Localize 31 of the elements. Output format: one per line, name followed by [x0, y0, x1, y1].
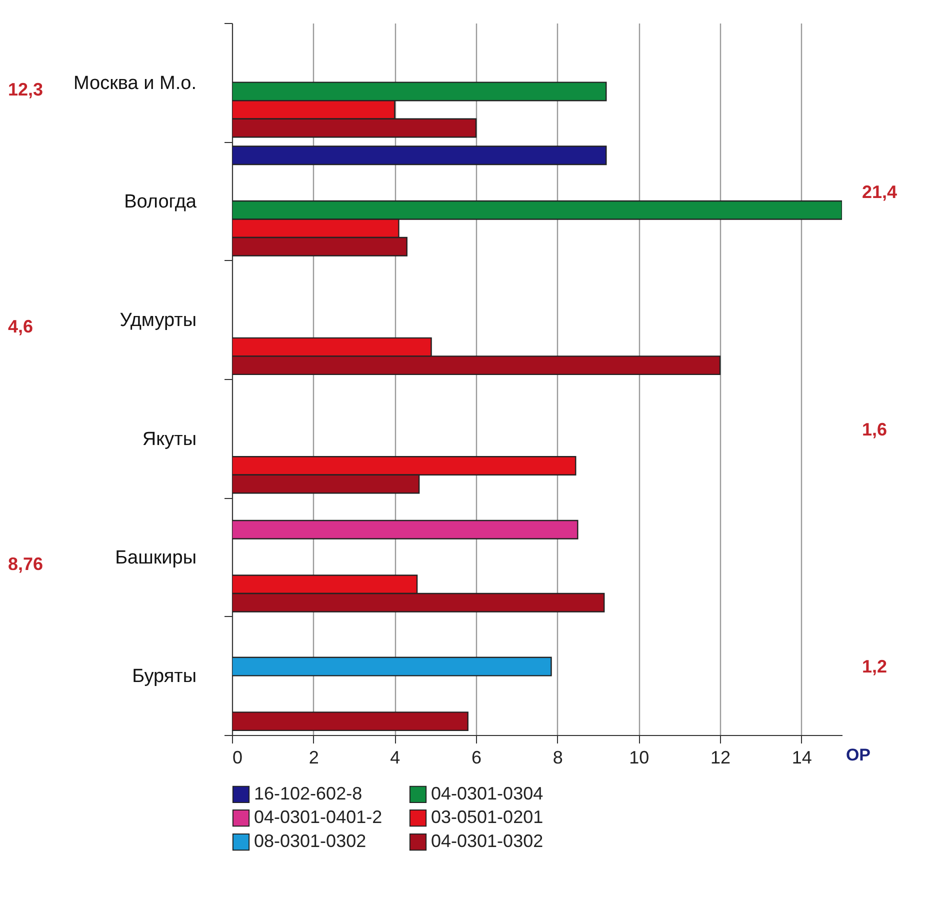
y-tick-label: Удмурты: [120, 310, 196, 332]
legend-label: 08-0301-0302: [254, 831, 366, 851]
text: 1,2: [862, 656, 888, 677]
x-tick-label: 4: [390, 748, 400, 768]
x-tick-label: 0: [232, 748, 243, 768]
y-tick-label: Башкиры: [115, 548, 196, 568]
legend-label: 16-102-602-8: [254, 783, 362, 804]
x-tick-label: 2: [308, 748, 319, 768]
x-tick-label: 14: [792, 748, 812, 768]
legend-label: 04-0301-0302: [431, 831, 544, 851]
x-tick-label: 8: [552, 748, 563, 768]
bar: [232, 712, 468, 732]
bar: [232, 146, 607, 166]
legend-label: 04-0301-0401-2: [254, 807, 382, 827]
y-tick-label: Вологда: [124, 192, 197, 212]
y-tick-label: Якуты: [142, 428, 196, 450]
text: 4,6: [8, 316, 34, 337]
text: 8,76: [8, 554, 44, 574]
text: 21,4: [862, 182, 898, 202]
y-tick-label: Буряты: [132, 666, 196, 688]
legend-label: 04-0301-0304: [431, 783, 544, 804]
bar: [232, 520, 578, 540]
bar: [232, 656, 552, 676]
text: 12,3: [8, 79, 44, 100]
y-tick-label: Москва и М.о.: [74, 72, 196, 94]
x-tick-label: 12: [710, 748, 731, 768]
legend-label: 03-0501-0201: [431, 807, 544, 827]
x-axis-title: ОР: [846, 746, 870, 764]
x-tick-label: 6: [471, 748, 482, 768]
text: 1,6: [862, 419, 888, 440]
x-tick-label: 10: [629, 748, 650, 768]
